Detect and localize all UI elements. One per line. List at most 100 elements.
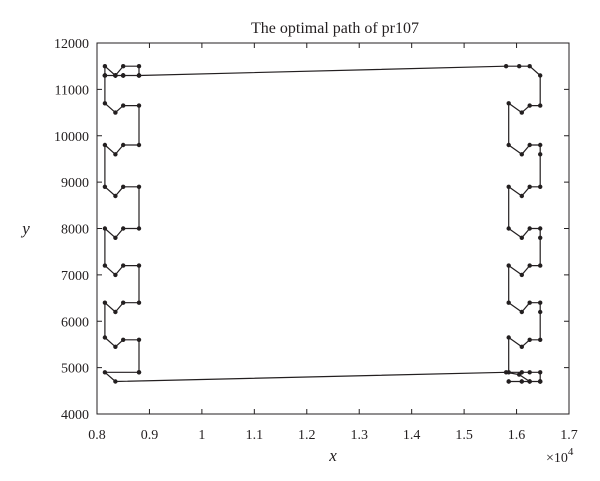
path-point xyxy=(538,263,543,268)
x-tick-label: 1.2 xyxy=(298,428,316,443)
path-point xyxy=(121,337,126,342)
path-point xyxy=(527,63,532,69)
path-point xyxy=(113,152,118,157)
path-point xyxy=(538,184,543,189)
path-point xyxy=(519,272,524,278)
path-point xyxy=(503,370,509,375)
path-point xyxy=(102,184,108,189)
path-point xyxy=(538,103,543,108)
path-point xyxy=(113,379,118,384)
path-point xyxy=(506,142,511,148)
path-point xyxy=(102,73,108,78)
path-point xyxy=(519,152,524,157)
path-point xyxy=(527,337,532,342)
path-point xyxy=(506,226,511,231)
path-point xyxy=(506,263,511,268)
y-axis-ticks: 4000 5000 6000 7000 8000 9000 10000 11000 12000 xyxy=(54,37,569,423)
x-tick-label: 1.3 xyxy=(350,428,368,443)
path-point xyxy=(527,142,532,148)
x-scale-base: ×10 xyxy=(546,451,568,466)
path-point xyxy=(517,63,522,69)
path-point xyxy=(102,226,108,231)
x-scale-label: ×104 xyxy=(546,446,574,466)
path-point xyxy=(527,184,532,189)
path-point xyxy=(136,103,142,108)
path-point xyxy=(527,379,532,384)
x-tick-label: 1.5 xyxy=(455,428,473,443)
x-tick-label: 0.8 xyxy=(88,428,106,443)
path-point xyxy=(121,300,126,305)
path-point xyxy=(506,101,511,106)
path-point xyxy=(503,63,509,69)
path-point xyxy=(113,193,118,199)
y-tick-label: 5000 xyxy=(61,362,89,377)
path-point xyxy=(102,300,108,305)
x-tick-label: 1 xyxy=(198,428,205,443)
path-point xyxy=(538,142,543,148)
y-tick-label: 9000 xyxy=(61,176,89,191)
optimal-path-line xyxy=(104,65,541,383)
chart-title: The optimal path of pr107 xyxy=(251,20,419,37)
path-point xyxy=(136,226,142,231)
path-point xyxy=(517,372,522,377)
path-point xyxy=(538,73,543,78)
y-tick-label: 4000 xyxy=(61,408,89,423)
x-tick-label: 1.6 xyxy=(508,428,526,443)
path-point xyxy=(506,300,511,305)
path-point xyxy=(121,184,126,189)
path-point xyxy=(136,184,142,189)
path-point xyxy=(538,337,543,342)
path-point xyxy=(121,226,126,231)
plot-frame xyxy=(96,42,570,415)
path-point xyxy=(121,103,126,108)
path-point xyxy=(102,142,108,148)
path-point xyxy=(538,235,543,240)
path-point xyxy=(113,309,118,315)
x-tick-label: 1.1 xyxy=(246,428,264,443)
path-point xyxy=(136,63,142,69)
path-point xyxy=(519,235,524,240)
path-point xyxy=(527,103,532,108)
path-points xyxy=(102,63,543,384)
path-point xyxy=(527,300,532,305)
path-point xyxy=(113,272,118,278)
path-point xyxy=(506,184,511,189)
path-point xyxy=(538,300,543,305)
path-point xyxy=(136,263,142,268)
path-point xyxy=(102,335,108,340)
path-point xyxy=(538,152,543,157)
y-tick-label: 7000 xyxy=(61,269,89,284)
path-point xyxy=(113,110,118,115)
x-axis-title: x xyxy=(328,446,337,465)
path-point xyxy=(519,110,524,115)
y-tick-label: 6000 xyxy=(61,315,89,330)
path-point xyxy=(527,263,532,268)
path-point xyxy=(113,344,118,349)
x-tick-label: 1.4 xyxy=(403,428,421,443)
path-point xyxy=(121,73,126,78)
path-point xyxy=(121,142,126,148)
x-axis-ticks: 0.8 0.9 1 1.1 1.2 1.3 1.4 1.5 1.6 1.7 xyxy=(88,43,578,443)
path-point xyxy=(102,101,108,106)
path-point xyxy=(136,142,142,148)
path-point xyxy=(519,379,524,384)
path-point xyxy=(506,335,511,340)
path-point xyxy=(121,263,126,268)
y-tick-label: 8000 xyxy=(61,223,89,238)
y-tick-label: 12000 xyxy=(54,37,89,52)
path-point xyxy=(113,235,118,240)
path-point xyxy=(538,370,543,375)
path-point xyxy=(136,300,142,305)
path-point xyxy=(519,193,524,199)
path-point xyxy=(102,63,108,69)
x-scale-exponent: 4 xyxy=(568,446,574,458)
path-point xyxy=(538,226,543,231)
path-point xyxy=(519,309,524,315)
path-point xyxy=(102,370,108,375)
path-point xyxy=(102,263,108,268)
path-point xyxy=(136,370,142,375)
x-tick-label: 1.7 xyxy=(560,428,578,443)
y-tick-label: 10000 xyxy=(54,130,89,145)
path-point xyxy=(527,370,532,375)
